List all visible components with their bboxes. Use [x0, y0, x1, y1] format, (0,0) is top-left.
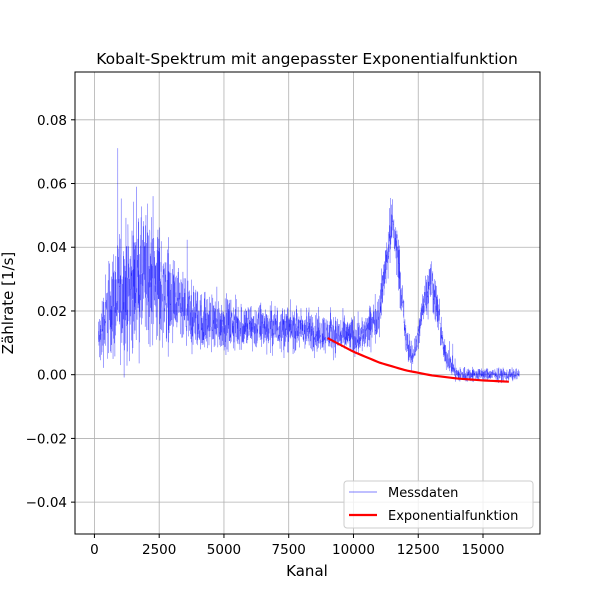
y-tick-label: 0.08: [37, 113, 67, 129]
y-tick-label: −0.02: [26, 431, 67, 447]
y-tick-label: −0.04: [26, 495, 67, 511]
x-tick-label: 5000: [207, 542, 241, 558]
legend-box: [343, 480, 534, 529]
series-exponentialfunktion-line: [327, 337, 509, 383]
y-axis-label: Zählrate [1/s]: [0, 252, 17, 355]
legend-label-messdaten: Messdaten: [388, 486, 458, 501]
y-tick-label: 0.02: [37, 304, 67, 320]
axis-ticks: 0 2500 5000 7500 10000 12500 15000 −0.04 −0.02 0.…: [26, 113, 505, 558]
legend-label-exponentialfunktion: Exponentialfunktion: [388, 509, 518, 524]
y-tick-label: 0.06: [37, 177, 67, 193]
x-tick-label: 0: [90, 542, 99, 558]
x-tick-label: 7500: [272, 542, 306, 558]
plot-data: [98, 148, 520, 384]
plot-frame: [74, 71, 541, 535]
legend: Messdaten Exponentialfunktion: [343, 480, 534, 529]
x-tick-label: 2500: [142, 542, 176, 558]
x-tick-label: 15000: [462, 542, 505, 558]
x-tick-label: 12500: [397, 542, 440, 558]
series-messdaten-line: [98, 148, 520, 384]
x-tick-label: 10000: [332, 542, 375, 558]
x-axis-label: Kanal: [286, 562, 328, 580]
y-tick-label: 0.00: [37, 368, 67, 384]
chart-title: Kobalt-Spektrum mit angepasster Exponent…: [96, 50, 518, 68]
y-tick-label: 0.04: [37, 240, 67, 256]
